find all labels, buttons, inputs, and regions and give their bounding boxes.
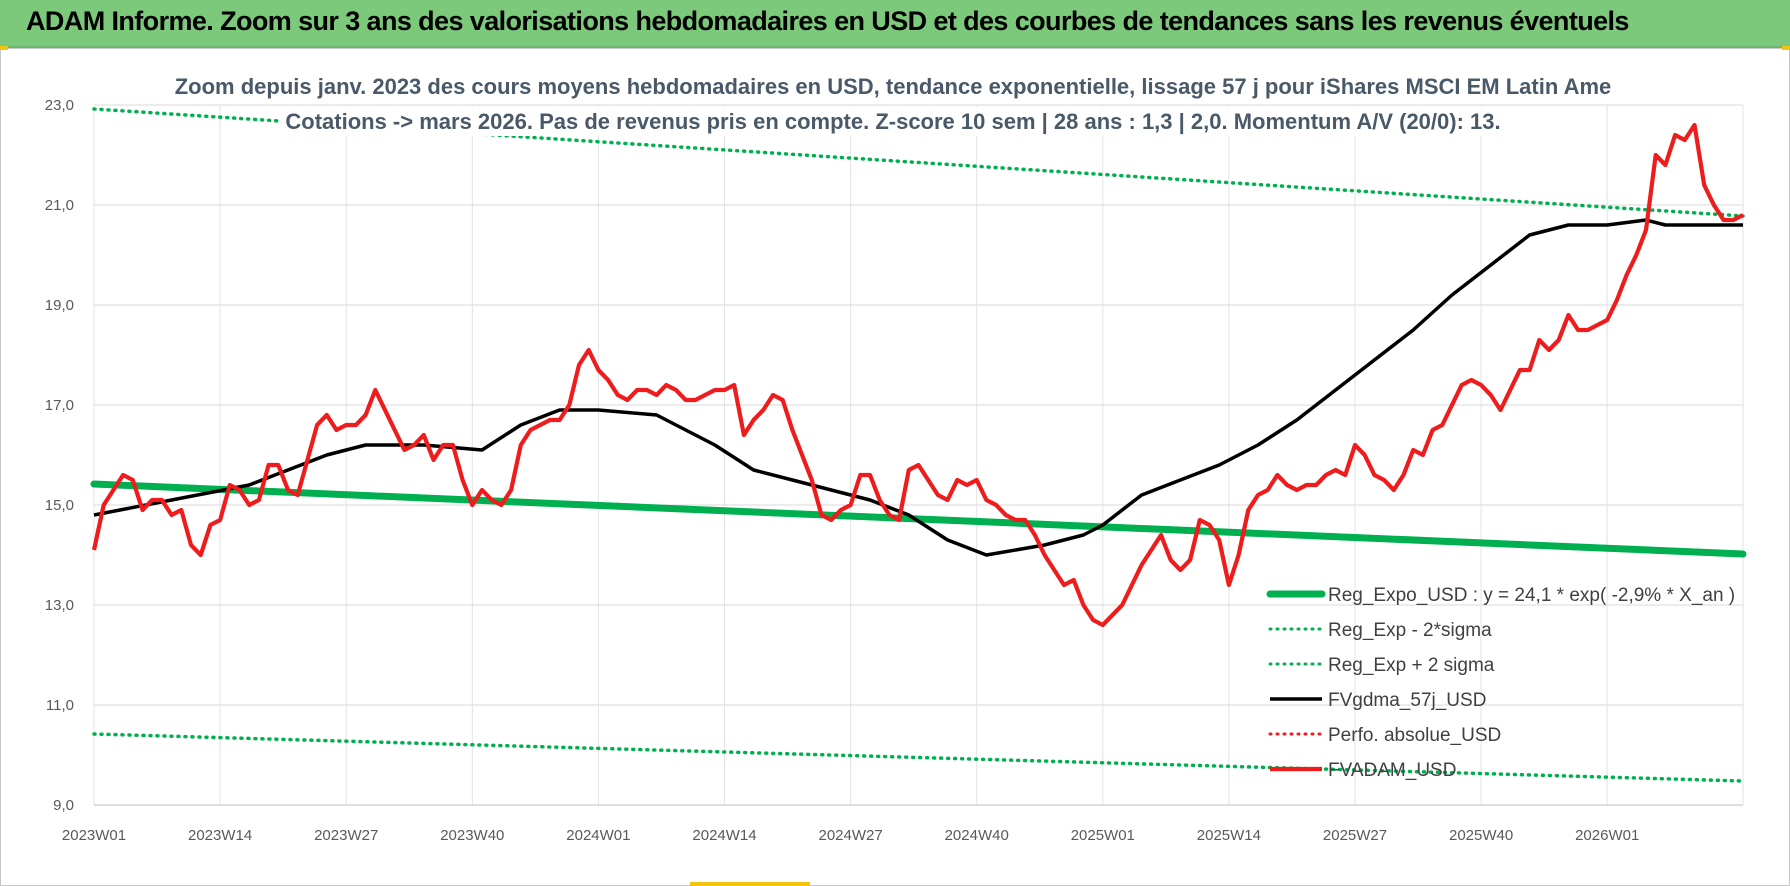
legend-label: FVADAM_USD xyxy=(1328,760,1456,781)
x-tick-label: 2024W40 xyxy=(945,827,1009,844)
y-axis-ticks: 23,0 21,0 19,0 17,0 15,0 13,0 11,0 9,0 xyxy=(45,97,74,814)
series-group xyxy=(90,107,1747,783)
legend-label: FVgdma_57j_USD xyxy=(1328,690,1486,711)
legend-label: Reg_Exp - 2*sigma xyxy=(1328,620,1492,641)
chart-titles: Zoom depuis janv. 2023 des cours moyens … xyxy=(168,72,1618,136)
x-tick-label: 2023W27 xyxy=(314,827,378,844)
legend: Reg_Expo_USD : y = 24,1 * exp( -2,9% * X… xyxy=(1266,585,1735,781)
legend-label: Reg_Expo_USD : y = 24,1 * exp( -2,9% * X… xyxy=(1328,585,1735,606)
title-banner: ADAM Informe. Zoom sur 3 ans des valoris… xyxy=(0,0,1790,48)
y-tick-label: 23,0 xyxy=(45,97,74,114)
x-axis-ticks: 2023W01 2023W14 2023W27 2023W40 2024W01 2024W… xyxy=(62,827,1639,844)
y-tick-label: 17,0 xyxy=(45,397,74,414)
x-tick-label: 2024W01 xyxy=(566,827,630,844)
x-tick-label: 2025W14 xyxy=(1197,827,1261,844)
x-tick-label: 2023W14 xyxy=(188,827,252,844)
x-tick-label: 2025W01 xyxy=(1071,827,1135,844)
y-tick-label: 13,0 xyxy=(45,597,74,614)
chart-title: Zoom depuis janv. 2023 des cours moyens … xyxy=(175,74,1612,99)
title-background xyxy=(279,107,1507,136)
x-tick-label: 2026W01 xyxy=(1575,827,1639,844)
chart-subtitle: Cotations -> mars 2026. Pas de revenus p… xyxy=(285,109,1500,134)
y-tick-label: 9,0 xyxy=(53,797,74,814)
y-tick-label: 15,0 xyxy=(45,497,74,514)
legend-label: Perfo. absolue_USD xyxy=(1328,725,1501,746)
y-tick-label: 11,0 xyxy=(46,697,74,714)
x-tick-label: 2025W40 xyxy=(1449,827,1513,844)
x-tick-label: 2023W01 xyxy=(62,827,126,844)
x-tick-label: 2024W27 xyxy=(818,827,882,844)
series-line-5 xyxy=(91,122,1744,628)
series-line-1 xyxy=(92,732,1745,783)
title-background xyxy=(168,72,1618,101)
x-tick-label: 2025W27 xyxy=(1323,827,1387,844)
x-tick-label: 2023W40 xyxy=(440,827,504,844)
grid xyxy=(93,104,1744,806)
corner-accent-left xyxy=(0,46,8,50)
series-line-3 xyxy=(93,218,1743,557)
corner-accent-bottom xyxy=(690,882,810,886)
legend-label: Reg_Exp + 2 sigma xyxy=(1328,655,1495,676)
series-line-0 xyxy=(90,480,1747,558)
report-title: ADAM Informe. Zoom sur 3 ans des valoris… xyxy=(26,6,1629,36)
y-tick-label: 21,0 xyxy=(45,197,74,214)
y-tick-label: 19,0 xyxy=(45,297,74,314)
corner-accent-right xyxy=(1782,46,1790,50)
x-tick-label: 2024W14 xyxy=(692,827,756,844)
